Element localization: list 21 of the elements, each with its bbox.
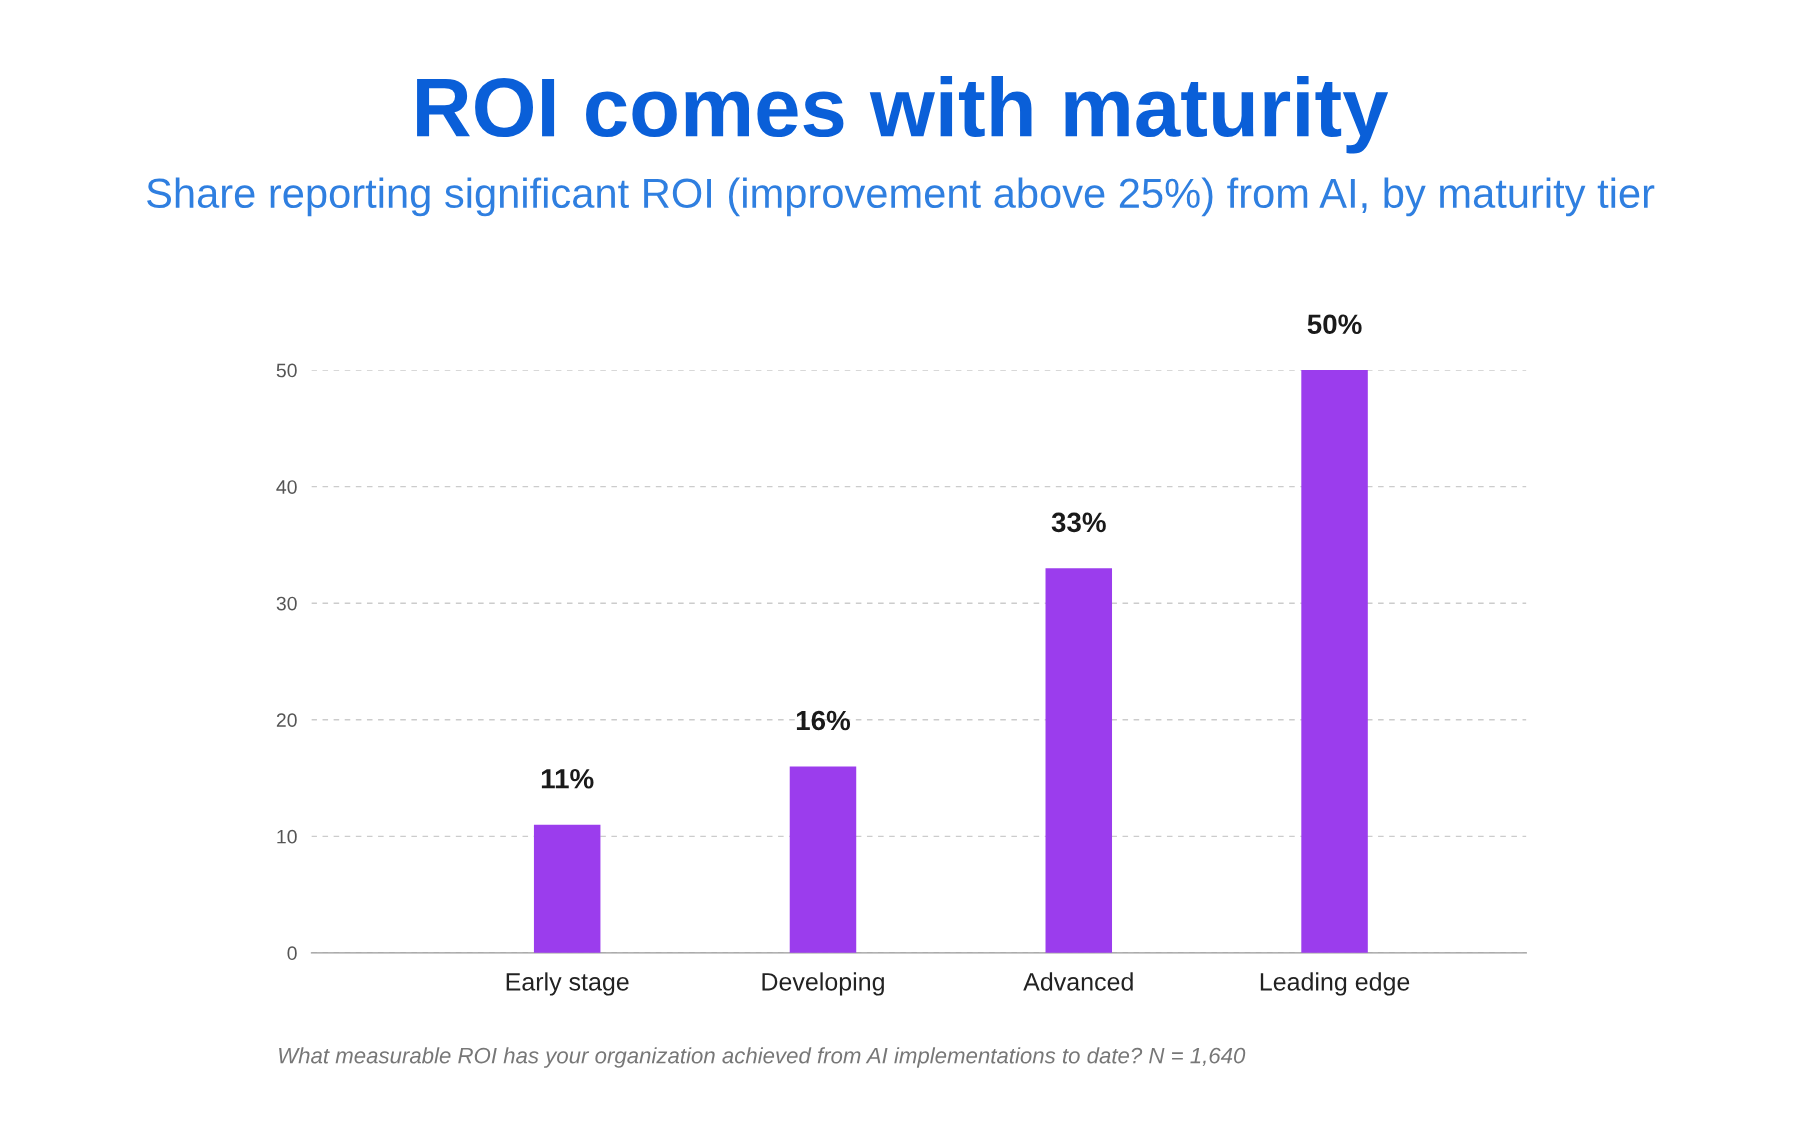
x-tick-label: Advanced xyxy=(1023,972,1133,991)
y-tick-label: 30 xyxy=(276,596,297,611)
chart-subtitle: Share reporting significant ROI (improvement above 25%) from AI, by maturity tier xyxy=(147,177,1655,217)
text: What measurable ROI has your organization achieved from AI implementations to date? N = 1,640 xyxy=(279,1047,1246,1068)
y-tick-label: 40 xyxy=(276,480,297,494)
bar xyxy=(1301,370,1368,953)
x-tick-label: Early stage xyxy=(506,972,629,996)
data-label: 16% xyxy=(796,710,851,731)
data-label: 50% xyxy=(1307,314,1362,335)
data-label: 33% xyxy=(1051,512,1106,533)
bar xyxy=(789,766,857,953)
x-tick-label: Leading edge xyxy=(1260,972,1410,996)
x-tick-label: Developing xyxy=(762,972,884,996)
y-tick-label: 50 xyxy=(276,363,297,378)
data-label: 11% xyxy=(541,769,594,789)
y-tick-label: 20 xyxy=(276,713,297,728)
chart-title: ROI comes with maturity xyxy=(417,75,1389,154)
bar xyxy=(533,824,601,953)
y-tick-label: 0 xyxy=(287,946,297,961)
y-tick-label: 10 xyxy=(277,829,297,844)
bar xyxy=(1045,568,1113,953)
